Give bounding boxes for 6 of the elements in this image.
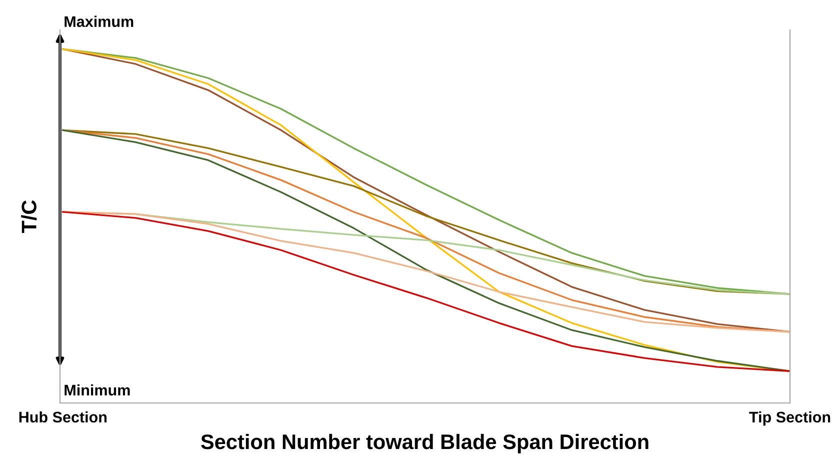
y-axis-title: T/C bbox=[21, 200, 37, 234]
text: Maximum bbox=[64, 16, 134, 27]
annotation: Minimum bbox=[64, 384, 130, 396]
x-tick-label: Hub Section bbox=[19, 411, 107, 423]
x-axis-title: Section Number toward Blade Span Direction bbox=[201, 434, 648, 454]
x-tick-label: Tip Section bbox=[749, 411, 830, 426]
